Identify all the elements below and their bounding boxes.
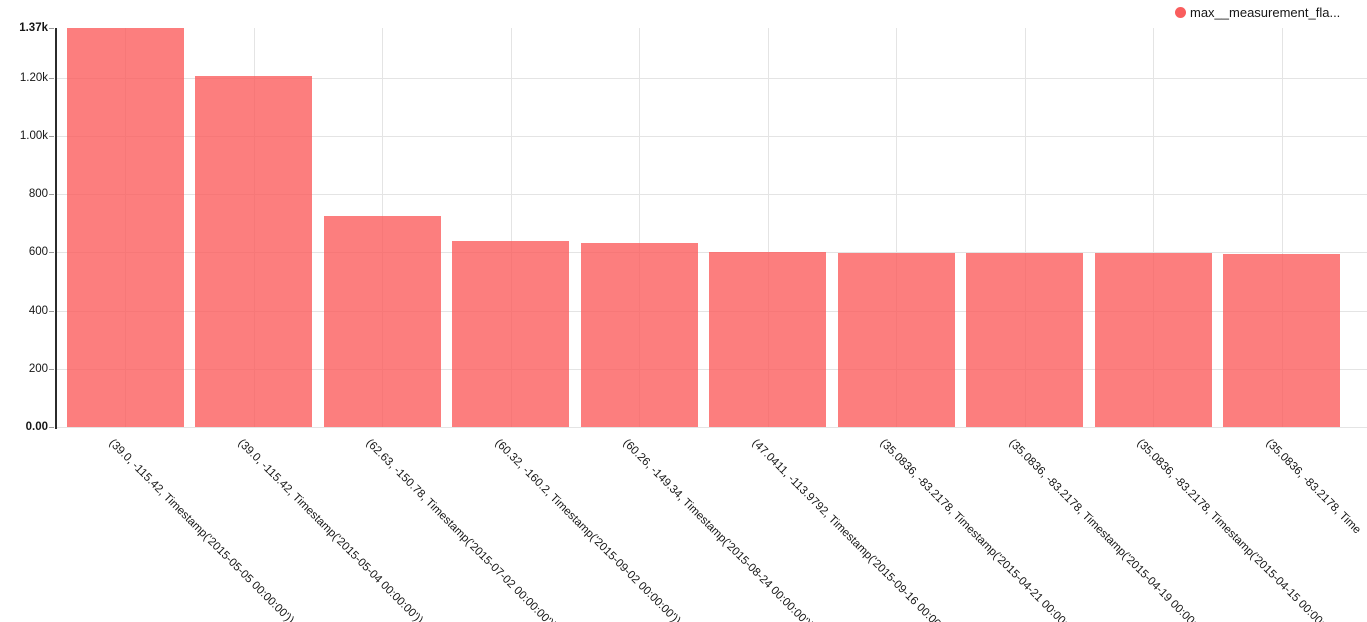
- y-tick-mark: [49, 135, 54, 137]
- y-tick-label: 0.00: [25, 421, 48, 433]
- y-tick-label: 200: [28, 362, 48, 375]
- legend-item[interactable]: max__measurement_fla...: [1175, 5, 1340, 20]
- bar[interactable]: [66, 28, 184, 427]
- y-tick-mark: [49, 427, 54, 428]
- y-axis: 1.37k 1.20k 1.00k 800 600 400 200 0.00: [0, 0, 56, 460]
- y-tick-label: 600: [28, 246, 48, 259]
- y-tick-mark: [49, 368, 54, 370]
- y-tick-label: 400: [28, 304, 48, 317]
- v-gridline: [510, 28, 512, 427]
- y-tick-mark: [49, 28, 54, 29]
- y-tick-label: 1.00k: [19, 129, 48, 142]
- y-tick-mark: [49, 77, 54, 79]
- h-gridline: [56, 135, 1367, 137]
- y-tick-mark: [49, 252, 54, 254]
- v-gridline: [767, 28, 769, 427]
- bar[interactable]: [1223, 253, 1340, 427]
- y-tick-label: 800: [28, 188, 48, 200]
- v-gridline: [1281, 28, 1283, 427]
- bar[interactable]: [195, 76, 312, 427]
- bar[interactable]: [837, 253, 955, 427]
- bar[interactable]: [1094, 253, 1212, 427]
- bar[interactable]: [966, 253, 1083, 427]
- y-tick-label: 1.20k: [19, 71, 48, 84]
- y-tick-mark: [49, 310, 54, 312]
- y-tick-mark: [49, 194, 54, 195]
- legend-series-label: max__measurement_fla...: [1190, 5, 1341, 20]
- bar[interactable]: [709, 251, 826, 427]
- h-gridline: [56, 194, 1367, 195]
- bar[interactable]: [580, 242, 698, 427]
- y-tick-label: 1.37k: [19, 22, 48, 34]
- bar[interactable]: [452, 240, 569, 427]
- y-axis-line: [55, 28, 57, 429]
- bar[interactable]: [323, 215, 441, 427]
- plot-area: [55, 28, 1367, 429]
- v-gridline: [1153, 28, 1154, 427]
- v-gridline: [896, 28, 897, 427]
- h-gridline: [56, 77, 1367, 79]
- v-gridline: [1024, 28, 1026, 427]
- h-gridline: [56, 427, 1367, 428]
- legend-series-dot-icon: [1175, 7, 1186, 18]
- v-gridline: [639, 28, 640, 427]
- x-tick-label: (35.0836, -83.2178, Time: [1263, 437, 1363, 537]
